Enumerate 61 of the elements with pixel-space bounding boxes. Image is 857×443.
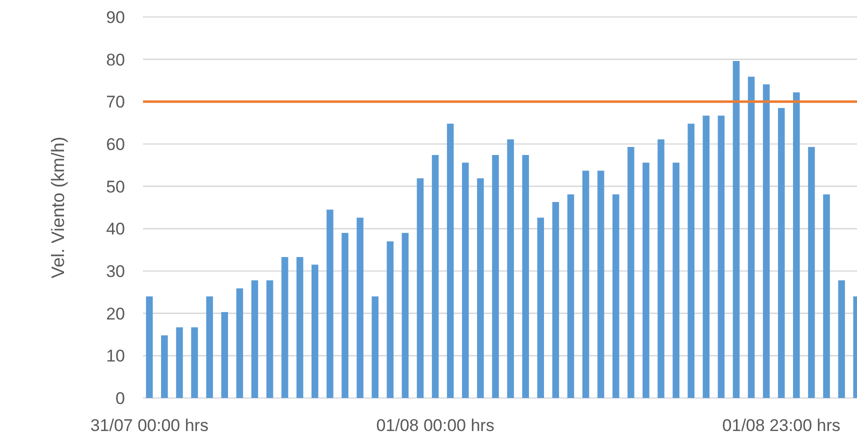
y-tick-label: 40 bbox=[106, 220, 125, 239]
bar bbox=[642, 162, 650, 398]
bar bbox=[446, 124, 454, 398]
y-axis-title: Vel. Viento (km/h) bbox=[48, 136, 68, 278]
bar bbox=[838, 280, 845, 398]
bar bbox=[702, 116, 710, 398]
bar bbox=[176, 327, 183, 398]
bar bbox=[732, 61, 740, 398]
bar bbox=[296, 257, 304, 398]
y-tick-label: 50 bbox=[106, 177, 125, 196]
bar bbox=[582, 170, 590, 398]
bar bbox=[672, 162, 680, 398]
bar bbox=[628, 146, 634, 398]
x-tick-label: 01/08 00:00 hrs bbox=[376, 416, 494, 435]
bar bbox=[492, 155, 499, 398]
bar bbox=[793, 92, 800, 398]
bar bbox=[597, 170, 604, 398]
y-tick-label: 30 bbox=[106, 262, 125, 281]
bar bbox=[462, 162, 469, 398]
bar bbox=[432, 155, 439, 398]
bar bbox=[808, 146, 815, 398]
bar bbox=[146, 296, 153, 398]
bar bbox=[221, 312, 228, 398]
x-tick-label: 01/08 23:00 hrs bbox=[722, 416, 840, 435]
bar bbox=[552, 202, 560, 398]
y-tick-label: 10 bbox=[106, 346, 125, 366]
bar bbox=[477, 178, 484, 398]
bar bbox=[266, 280, 274, 398]
bar bbox=[326, 210, 334, 398]
bar bbox=[281, 257, 288, 398]
x-tick-label: 31/07 00:00 hrs bbox=[90, 416, 208, 435]
y-tick-label: 60 bbox=[106, 134, 125, 154]
bar bbox=[161, 335, 168, 398]
y-tick-label: 80 bbox=[106, 50, 125, 70]
bar bbox=[342, 232, 348, 398]
bar bbox=[522, 155, 529, 398]
bar bbox=[612, 194, 620, 398]
bar bbox=[416, 178, 424, 398]
bar bbox=[312, 264, 318, 398]
y-tick-label: 90 bbox=[106, 8, 125, 27]
bar bbox=[823, 194, 830, 398]
y-tick-label: 20 bbox=[106, 304, 125, 324]
bar bbox=[507, 139, 514, 398]
bar bbox=[251, 280, 258, 398]
bar bbox=[537, 218, 544, 398]
bar bbox=[372, 296, 378, 398]
bar bbox=[386, 241, 394, 398]
bar bbox=[236, 288, 244, 398]
bar bbox=[688, 124, 694, 398]
bar bbox=[762, 84, 770, 398]
bar bbox=[748, 76, 755, 398]
bar bbox=[206, 296, 213, 398]
bar bbox=[718, 116, 725, 398]
bar bbox=[402, 232, 409, 398]
bar bbox=[567, 194, 574, 398]
y-tick-label: 0 bbox=[116, 388, 125, 408]
bar bbox=[658, 139, 664, 398]
bar bbox=[191, 327, 198, 398]
bar bbox=[778, 108, 785, 398]
y-tick-label: 70 bbox=[106, 92, 125, 112]
bar bbox=[356, 218, 364, 398]
